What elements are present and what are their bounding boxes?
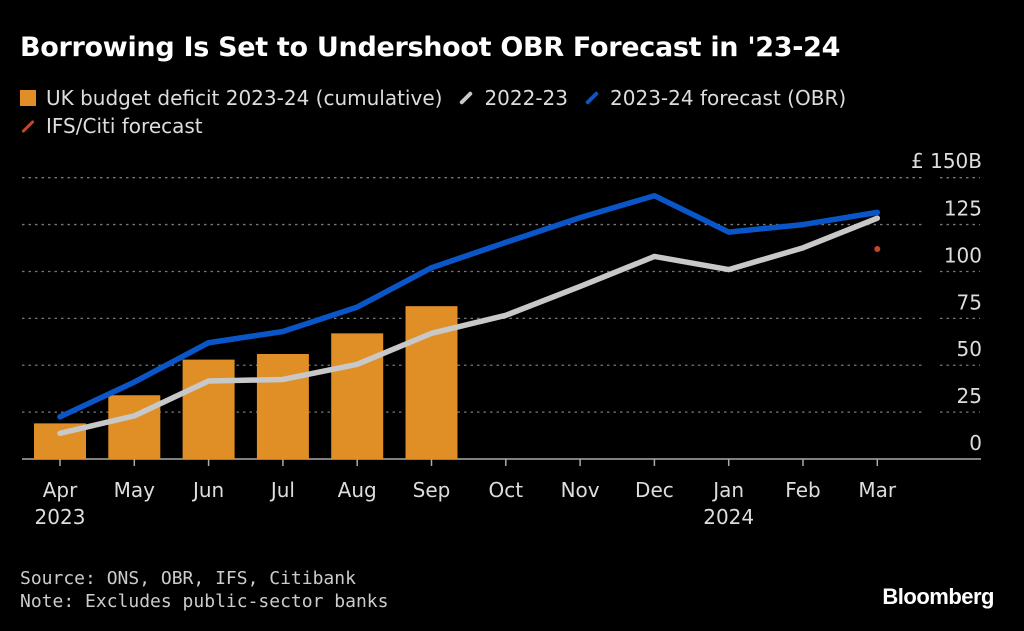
legend-row-2: IFS/Citi forecast [20, 114, 219, 138]
x-year-label: 2023 [35, 505, 86, 529]
y-tick-label: 25 [957, 384, 982, 408]
legend-label: IFS/Citi forecast [46, 114, 203, 138]
legend-item-deficit: UK budget deficit 2023-24 (cumulative) [20, 86, 442, 110]
x-tick-label: Nov [561, 478, 600, 502]
x-tick-label: Dec [635, 478, 674, 502]
y-tick-label: 0 [969, 431, 982, 455]
ifs-citi-point [874, 245, 881, 252]
x-tick-label: May [114, 478, 156, 502]
legend-item-obr: 2023-24 forecast (OBR) [584, 86, 846, 110]
bar-swatch-icon [20, 90, 36, 106]
x-tick-label: Oct [489, 478, 524, 502]
legend-label: UK budget deficit 2023-24 (cumulative) [46, 86, 443, 110]
x-tick-label: Mar [858, 478, 897, 502]
line-2023-24-forecast-obr- [57, 192, 881, 420]
x-tick-label: Aug [338, 478, 377, 502]
chart-title: Borrowing Is Set to Undershoot OBR Forec… [20, 32, 841, 63]
legend-item-2022-23: 2022-23 [458, 86, 568, 110]
x-tick-label: Jan [711, 478, 744, 502]
note-text: Note: Excludes public-sector banks [20, 591, 389, 612]
bloomberg-logo: Bloomberg [882, 584, 994, 609]
legend: UK budget deficit 2023-24 (cumulative) 2… [20, 86, 862, 110]
legend-item-ifs: IFS/Citi forecast [20, 114, 203, 138]
x-tick-label: Jul [269, 478, 295, 502]
bar [182, 359, 235, 459]
y-tick-label: 75 [957, 290, 982, 314]
bar [331, 333, 384, 459]
bar [256, 353, 309, 459]
y-axis-unit-label: £ 150B [911, 149, 982, 173]
line-2022-23 [57, 215, 881, 437]
legend-label: 2022-23 [484, 86, 569, 110]
legend-label: 2023-24 forecast (OBR) [610, 86, 847, 110]
y-tick-label: 100 [944, 243, 982, 267]
x-tick-label: Apr [43, 478, 78, 502]
x-tick-label: Sep [413, 478, 451, 502]
source-text: Source: ONS, OBR, IFS, Citibank [20, 568, 356, 589]
x-tick-label: Feb [785, 478, 820, 502]
y-tick-label: 50 [957, 337, 982, 361]
x-tick-label: Jun [191, 478, 224, 502]
y-tick-label: 125 [944, 197, 982, 221]
x-year-label: 2024 [703, 505, 754, 529]
